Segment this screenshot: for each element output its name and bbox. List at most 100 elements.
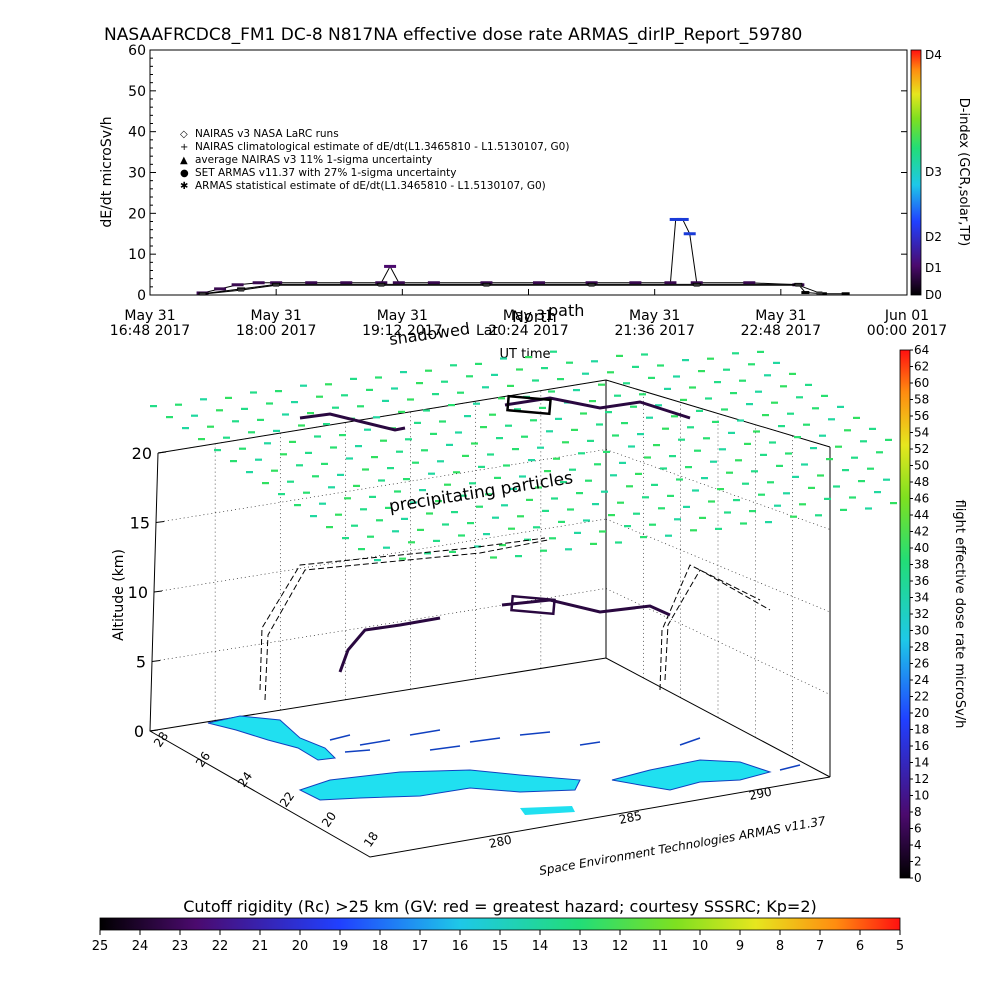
flight-track xyxy=(664,569,771,681)
particle-marker xyxy=(230,460,237,463)
top-x-tick-time: 00:00 2017 xyxy=(867,323,947,339)
particle-marker xyxy=(362,468,369,471)
rigidity-tick-label: 18 xyxy=(372,939,389,954)
particle-marker xyxy=(417,528,424,531)
dose-tick-label: 56 xyxy=(914,409,929,423)
precipitating-particles-label: precipitating particles xyxy=(388,468,575,517)
grid-line xyxy=(151,588,607,662)
particle-marker xyxy=(499,544,506,547)
particle-marker xyxy=(385,506,392,509)
dindex-tick-label: D0 xyxy=(925,288,942,302)
dose-colorbar-label: flight effective dose rate microSv/h xyxy=(952,500,967,729)
particle-marker xyxy=(874,491,881,494)
particle-marker xyxy=(783,492,790,495)
particle-marker xyxy=(374,559,381,562)
lat-tick-label: 20 xyxy=(319,809,339,830)
top-series-group xyxy=(196,217,850,296)
particle-marker xyxy=(355,445,362,448)
rigidity-tick-label: 17 xyxy=(412,939,429,954)
rigidity-tick-label: 25 xyxy=(92,939,109,954)
particle-marker xyxy=(682,359,689,362)
dose-tick-label: 10 xyxy=(914,789,929,803)
particle-marker xyxy=(591,360,598,363)
rigidity-tick-label: 20 xyxy=(292,939,309,954)
particle-marker xyxy=(478,465,485,468)
dindex-tick-label: D3 xyxy=(925,165,942,179)
particle-marker xyxy=(450,364,457,367)
particle-marker xyxy=(599,530,606,533)
florida-landmass xyxy=(207,715,337,761)
particle-marker xyxy=(753,430,760,433)
particle-marker xyxy=(810,447,817,450)
particle-marker xyxy=(610,474,617,477)
particle-marker xyxy=(648,376,655,379)
particle-marker xyxy=(594,463,601,466)
rigidity-tick-label: 21 xyxy=(252,939,269,954)
particle-marker xyxy=(239,447,246,450)
top-x-tick-date: May 31 xyxy=(629,308,680,324)
particle-marker xyxy=(548,390,555,393)
particle-marker xyxy=(733,499,740,502)
particle-marker xyxy=(849,496,856,499)
particle-marker xyxy=(735,459,742,462)
z-tick xyxy=(157,451,167,454)
particle-marker xyxy=(573,389,580,392)
particle-marker xyxy=(442,523,449,526)
dose-tick-label: 14 xyxy=(914,756,929,770)
altitude-label: Altitude (km) xyxy=(111,549,127,641)
lat-tick-label: 28 xyxy=(151,729,171,750)
dose-colorbar xyxy=(899,349,911,879)
particle-marker xyxy=(225,396,232,399)
top-x-tick-date: May 31 xyxy=(251,308,302,324)
particle-marker xyxy=(578,452,585,455)
flight-track xyxy=(264,539,549,701)
particle-marker xyxy=(705,397,712,400)
dose-tick-label: 54 xyxy=(914,426,929,440)
3d-flight-path xyxy=(259,394,771,701)
dose-tick-label: 36 xyxy=(914,574,929,588)
particle-marker xyxy=(749,510,756,513)
flight-track xyxy=(338,616,441,673)
particle-marker xyxy=(376,519,383,522)
dose-tick-label: 60 xyxy=(914,376,929,390)
particle-marker xyxy=(664,387,671,390)
series-point xyxy=(214,287,227,291)
particle-marker xyxy=(516,368,523,371)
rigidity-tick-label: 23 xyxy=(172,939,189,954)
particle-marker xyxy=(271,469,278,472)
particle-marker xyxy=(569,468,576,471)
particle-marker xyxy=(885,438,892,441)
particle-marker xyxy=(537,446,544,449)
3d-lon-ticks: 280 285 290 xyxy=(488,784,773,850)
particle-marker xyxy=(641,353,648,356)
dindex-tick-label: D4 xyxy=(925,48,942,62)
particle-marker xyxy=(423,409,430,412)
particle-marker xyxy=(410,501,417,504)
particle-marker xyxy=(803,423,810,426)
particle-marker xyxy=(541,367,548,370)
particle-marker xyxy=(808,486,815,489)
particle-marker xyxy=(200,398,207,401)
series-point xyxy=(818,292,827,296)
particle-marker xyxy=(517,515,524,518)
particle-marker xyxy=(712,420,719,423)
rigidity-tick-label: 13 xyxy=(572,939,589,954)
particle-marker xyxy=(346,457,353,460)
dose-tick-label: 18 xyxy=(914,723,929,737)
particle-marker xyxy=(540,549,547,552)
particle-marker xyxy=(539,406,546,409)
particle-marker xyxy=(466,375,473,378)
particle-marker xyxy=(853,416,860,419)
dose-tick-label: 52 xyxy=(914,442,929,456)
z-tick-label: 5 xyxy=(136,653,146,672)
top-y-tick-label: 30 xyxy=(128,166,146,182)
lon-tick-label: 290 xyxy=(748,784,773,802)
particle-marker xyxy=(635,472,642,475)
particle-marker xyxy=(391,387,398,390)
particle-marker xyxy=(521,435,528,438)
particle-marker xyxy=(867,467,874,470)
particle-marker xyxy=(617,501,624,504)
particle-marker xyxy=(482,386,489,389)
figure-title: NASAAFRCDC8_FM1 DC-8 N817NA effective do… xyxy=(104,25,802,45)
particle-marker xyxy=(780,385,787,388)
